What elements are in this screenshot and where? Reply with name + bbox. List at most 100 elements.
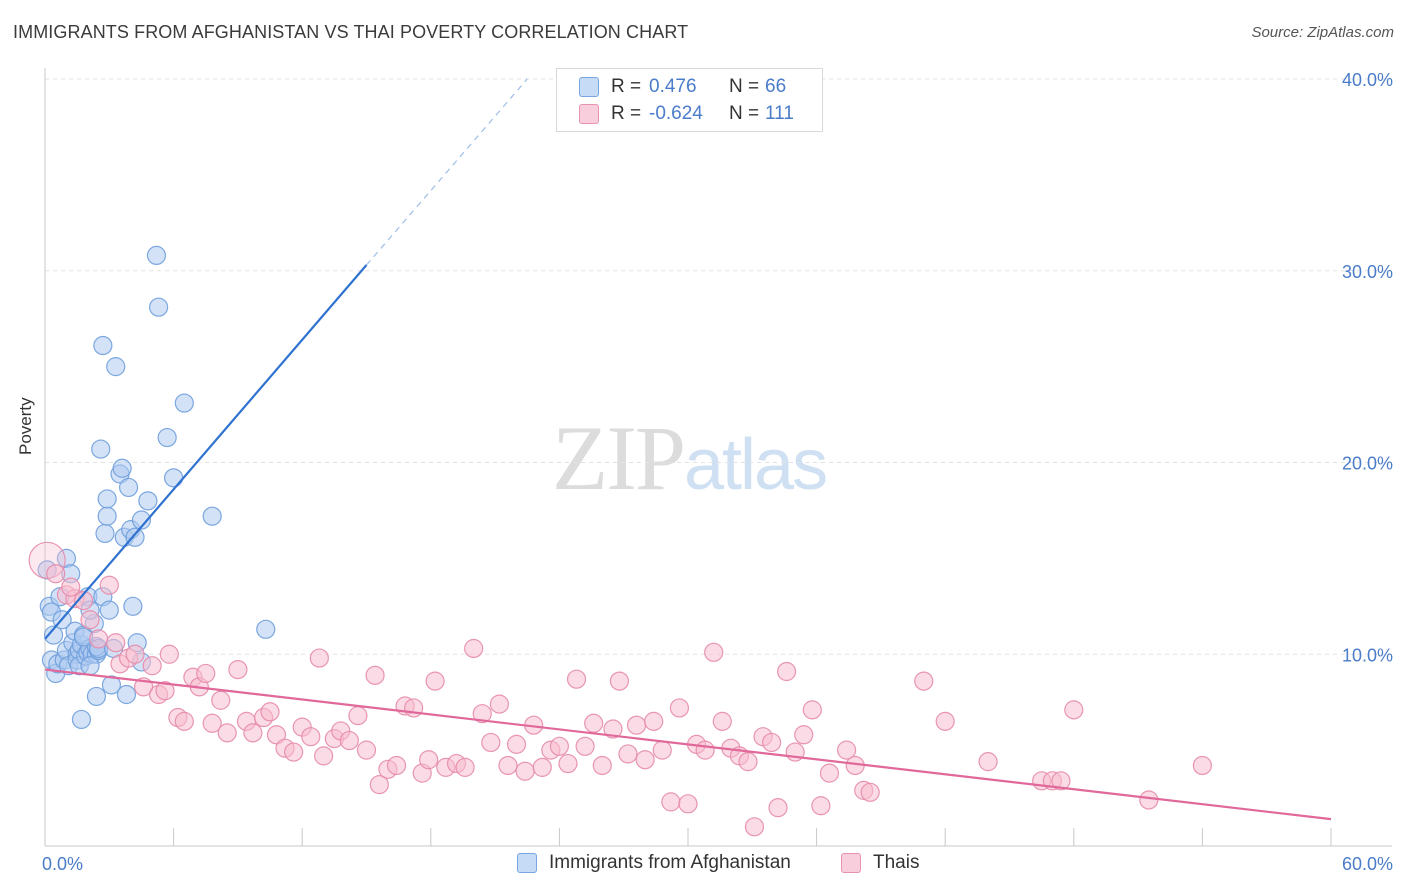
watermark-zip: ZIP [552,407,686,509]
x-tick-label: 0.0% [42,854,83,874]
thais-point [1139,790,1159,810]
thais-point [159,644,179,664]
afghanistan-point [146,245,167,266]
thais-point [455,757,475,777]
legend-n-label: N = [729,76,760,97]
afghanistan-point [157,427,177,448]
thais-point [211,690,231,710]
thais-point [776,661,797,682]
thais-point [515,761,535,781]
legend-r-value: 0.476 [649,76,697,97]
legend-item-thais[interactable]: Thais [841,852,919,874]
legend-r-label: R = [611,103,642,124]
thais-point [566,669,587,689]
chart-title: IMMIGRANTS FROM AFGHANISTAN VS THAI POVE… [13,22,689,42]
thais-point [174,711,194,731]
thais-point [618,744,638,764]
afghanistan-point [123,596,143,616]
legend-n-label: N = [729,103,760,124]
afghanistan-point [116,684,137,705]
watermark-atlas: atlas [684,425,828,505]
afghanistan-point [86,686,107,707]
afghanistan-point [91,439,111,459]
thais-point [575,736,595,756]
thais-point [314,746,334,766]
watermark: ZIPatlas [552,405,828,511]
thais-point [738,752,758,772]
legend-label-thais: Thais [873,852,920,873]
thais-point [695,740,715,760]
thais-point [369,775,389,795]
thais-point [266,725,287,745]
thais-point [592,755,612,776]
thais-point [142,656,162,676]
legend-swatch-pink [841,853,861,873]
thais-point [802,700,822,720]
thais-point [386,755,407,776]
y-tick-label: 20.0% [1342,454,1393,474]
thais-point [489,694,509,714]
thais-point [481,732,501,753]
legend-n-value: 111 [765,103,794,124]
trend-line-afghanistan [44,264,368,640]
axes [44,68,1392,847]
thais-point [761,732,782,753]
correlation-legend: R = 0.476 N = 66 R = -0.624 N = 111 [556,68,823,132]
thais-point [202,713,222,733]
thais-point [472,704,492,724]
thais-point [644,711,664,731]
thais-point [558,753,578,774]
afghanistan-point [118,477,139,498]
afghanistan-point [71,709,92,730]
series-thais [28,541,1213,837]
thais-point [1064,700,1084,720]
thais-point [860,782,880,802]
thais-point [678,794,698,814]
thais-point [61,577,81,597]
thais-point [914,671,934,691]
afghanistan-point [93,335,113,356]
thais-point [309,648,329,668]
thais-point [652,740,672,760]
thais-point [603,719,623,739]
thais-point [768,798,788,818]
afghanistan-point [97,489,117,509]
trend-lines [44,78,1332,821]
afghanistan-point [164,468,184,488]
legend-item-afghanistan[interactable]: Immigrants from Afghanistan [517,852,791,874]
grid-lines [45,78,1392,655]
afghanistan-point [138,491,158,511]
afghanistan-point [106,357,126,377]
thais-point [626,715,647,735]
thais-point [356,740,377,760]
legend-swatch-pink [579,104,599,124]
afghanistan-point [202,506,222,526]
thais-point [419,750,439,770]
afghanistan-point [101,675,122,695]
thais-point [498,755,518,776]
thais-point [744,817,765,837]
x-tick-label: 60.0% [1342,854,1393,874]
thais-point [1051,771,1071,791]
thais-point [935,711,955,731]
y-tick-label: 10.0% [1342,645,1393,665]
thais-point [365,665,385,685]
afghanistan-point [43,625,64,645]
afghanistan-point [256,619,276,639]
thais-point [196,663,216,684]
thais-point [425,671,445,691]
afghanistan-point [131,510,152,530]
legend-n-value: 66 [765,76,787,97]
y-tick-label: 30.0% [1342,262,1393,282]
thais-point [228,659,248,680]
legend-row-thais: R = -0.624 N = 111 [579,101,794,127]
thais-point [348,706,368,726]
thais-point [125,644,145,664]
tick-labels: 10.0% 20.0% 30.0% 40.0% 0.0% 60.0% [42,70,1393,874]
thais-point [243,723,263,743]
y-tick-label: 40.0% [1342,70,1393,90]
thais-point [532,757,552,777]
series-afghanistan [37,245,276,730]
thais-point [155,681,175,701]
